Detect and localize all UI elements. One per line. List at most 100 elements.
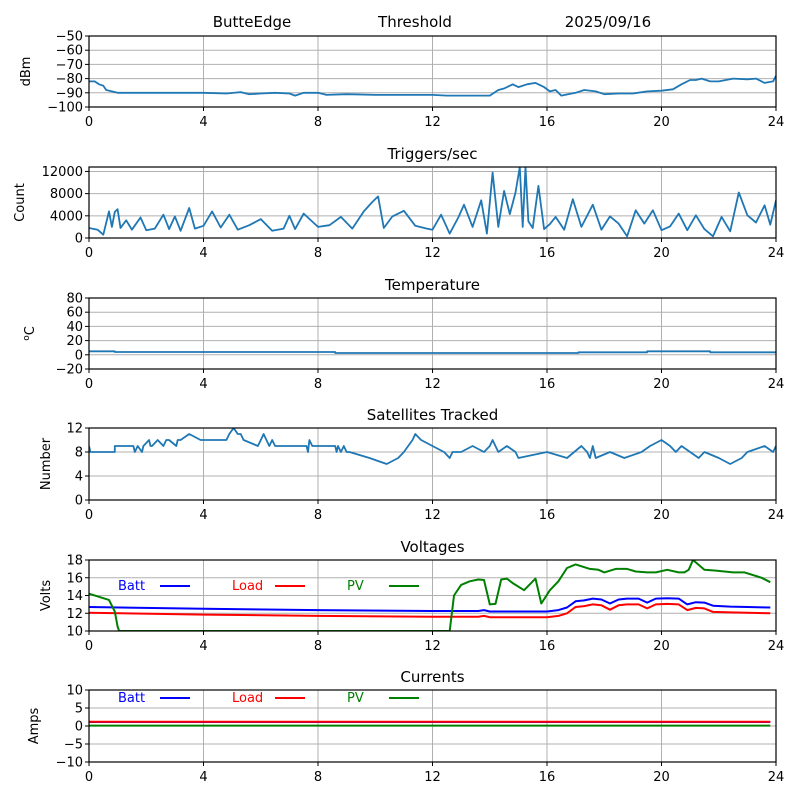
legend-label-pv: PV <box>347 691 364 706</box>
x-tick-label: 24 <box>768 377 785 392</box>
series-line-satellites <box>89 428 776 465</box>
y-tick-label: 12000 <box>42 165 83 180</box>
x-tick-label: 4 <box>199 115 207 130</box>
series-line-temperature <box>89 350 776 354</box>
x-tick-label: 16 <box>539 639 556 654</box>
panel-title: Threshold <box>377 13 452 31</box>
x-tick-label: 24 <box>768 508 785 523</box>
x-tick-label: 12 <box>424 246 441 261</box>
y-tick-label: 20 <box>66 334 83 349</box>
legend-label-pv: PV <box>347 579 364 594</box>
x-tick-label: 8 <box>314 508 322 523</box>
y-tick-label: 5 <box>75 702 83 717</box>
x-tick-label: 4 <box>199 770 207 785</box>
x-tick-label: 0 <box>85 639 93 654</box>
legend-label-load: Load <box>232 691 263 706</box>
legend-label-batt: Batt <box>118 579 145 594</box>
x-tick-label: 16 <box>539 246 556 261</box>
panel-title: Triggers/sec <box>387 145 478 163</box>
series-line-pv <box>89 560 771 631</box>
x-tick-label: 0 <box>85 508 93 523</box>
x-tick-label: 4 <box>199 508 207 523</box>
x-tick-label: 20 <box>653 770 670 785</box>
x-tick-label: 16 <box>539 508 556 523</box>
y-axis-label: oC <box>22 326 38 341</box>
x-tick-label: 12 <box>424 508 441 523</box>
x-tick-label: 24 <box>768 246 785 261</box>
x-tick-label: 0 <box>85 246 93 261</box>
series-line-load <box>89 602 771 619</box>
station-name: ButteEdge <box>213 13 292 31</box>
y-tick-label: 0 <box>75 232 83 247</box>
x-tick-label: 16 <box>539 115 556 130</box>
x-tick-label: 8 <box>314 246 322 261</box>
y-tick-label: 10 <box>66 684 83 699</box>
x-tick-label: 4 <box>199 377 207 392</box>
panel-title: Currents <box>400 668 464 686</box>
x-tick-label: 12 <box>424 115 441 130</box>
x-tick-label: 4 <box>199 246 207 261</box>
x-tick-label: 20 <box>653 246 670 261</box>
y-tick-label: −50 <box>56 30 83 45</box>
x-tick-label: 8 <box>314 639 322 654</box>
series-line-threshold <box>89 75 776 97</box>
panel-threshold: 0 4 8 12 16 20 24 −100−90−80−70−60−50 Threshold d… <box>19 13 784 130</box>
y-tick-label: −5 <box>64 738 83 753</box>
panel-triggers: 0 4 8 12 16 20 24 0 4000 8000 12000 Triggers/sec Cou… <box>13 145 784 261</box>
y-tick-label: 8 <box>75 446 83 461</box>
y-tick-label: −90 <box>56 86 83 101</box>
x-tick-label: 12 <box>424 377 441 392</box>
x-tick-label: 0 <box>85 377 93 392</box>
y-tick-label: −20 <box>56 363 83 378</box>
y-axis-label: Volts <box>39 580 54 612</box>
x-tick-label: 24 <box>768 770 785 785</box>
y-tick-label: 18 <box>66 554 83 569</box>
panel-title: Temperature <box>384 276 480 294</box>
y-axis-label: Count <box>13 183 28 222</box>
y-tick-label: 8000 <box>50 187 83 202</box>
y-tick-label: 14 <box>66 589 83 604</box>
x-tick-label: 12 <box>424 770 441 785</box>
y-tick-label: 12 <box>66 607 83 622</box>
panel-satellites: 0 4 8 12 16 20 24 0 4 8 12 Satellites Tracked Number <box>39 406 784 523</box>
x-tick-label: 0 <box>85 770 93 785</box>
legend-label-batt: Batt <box>118 691 145 706</box>
y-tick-label: 0 <box>75 720 83 735</box>
y-tick-label: 10 <box>66 625 83 640</box>
y-tick-label: −60 <box>56 44 83 59</box>
y-axis-label: dBm <box>19 57 34 87</box>
legend-label-load: Load <box>232 579 263 594</box>
y-tick-label: 16 <box>66 571 83 586</box>
x-tick-label: 16 <box>539 770 556 785</box>
x-tick-label: 4 <box>199 639 207 654</box>
panel-voltages: 0 4 8 12 16 20 24 10 12 14 16 18 Voltages Volts Batt Lo… <box>39 538 784 654</box>
date-label: 2025/09/16 <box>565 13 651 31</box>
y-tick-label: −10 <box>56 756 83 771</box>
x-tick-label: 16 <box>539 377 556 392</box>
x-tick-label: 8 <box>314 770 322 785</box>
y-tick-label: −80 <box>56 72 83 87</box>
y-tick-label: 60 <box>66 306 83 321</box>
y-axis-label: Amps <box>27 707 42 744</box>
panel-title: Voltages <box>400 538 464 556</box>
y-tick-label: 80 <box>66 292 83 307</box>
x-tick-label: 24 <box>768 115 785 130</box>
series-line-triggers <box>89 167 776 238</box>
y-tick-label: 0 <box>75 348 83 363</box>
x-tick-label: 24 <box>768 639 785 654</box>
x-tick-label: 20 <box>653 377 670 392</box>
y-tick-label: 40 <box>66 320 83 335</box>
y-tick-label: −70 <box>56 58 83 73</box>
y-axis-label: Number <box>39 437 54 490</box>
x-tick-label: 20 <box>653 508 670 523</box>
series-line-batt <box>89 597 771 613</box>
x-tick-label: 20 <box>653 639 670 654</box>
y-tick-label: −100 <box>47 101 83 116</box>
panel-title: Satellites Tracked <box>367 406 498 424</box>
x-tick-label: 12 <box>424 639 441 654</box>
y-tick-label: 0 <box>75 494 83 509</box>
y-tick-label: 12 <box>66 422 83 437</box>
panel-currents: 0 4 8 12 16 20 24 −10 −5 0 5 10 Currents Amps Batt Load… <box>27 668 784 785</box>
x-tick-label: 20 <box>653 115 670 130</box>
